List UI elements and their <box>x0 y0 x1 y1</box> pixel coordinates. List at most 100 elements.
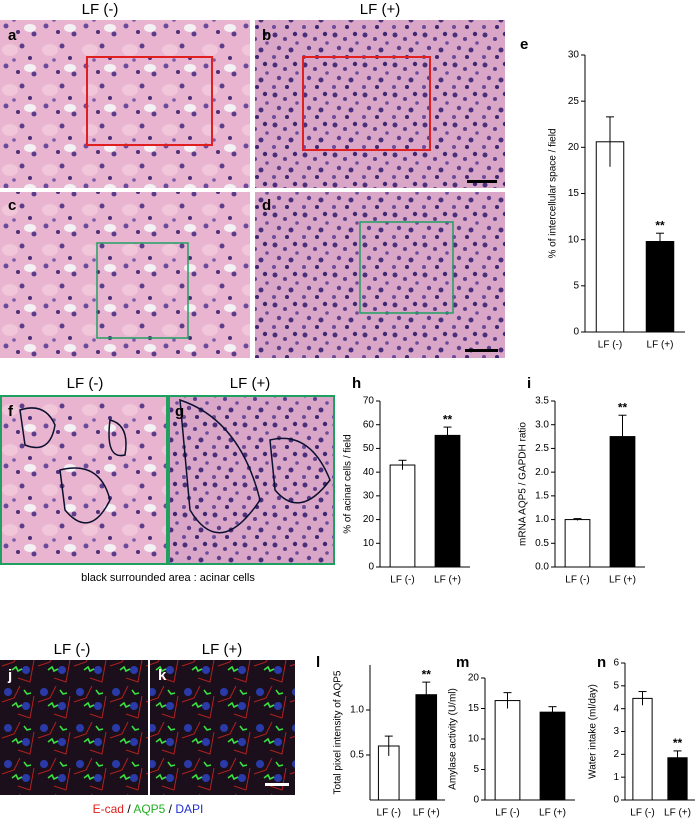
y-tick-label: 0 <box>613 795 619 806</box>
panel-letter: a <box>8 27 17 44</box>
y-axis-label: % of intercellular space / field <box>548 128 559 258</box>
x-tick-label: LF (+) <box>434 575 461 586</box>
y-tick-label: 0 <box>473 795 479 806</box>
y-axis-label: Total pixel intensity of AQP5 <box>333 670 344 794</box>
stain-legend: E-cad / AQP5 / DAPI <box>93 802 204 816</box>
header: LF (+) <box>202 641 242 658</box>
x-tick-label: LF (-) <box>495 808 519 819</box>
panel-letter: h <box>352 375 361 392</box>
y-tick-label: 6 <box>613 658 619 669</box>
zoom-box <box>96 242 189 339</box>
bar <box>539 711 566 801</box>
image-c <box>0 192 250 358</box>
y-tick-label: 5 <box>473 764 479 775</box>
caption: black surrounded area : acinar cells <box>81 572 255 584</box>
bar <box>494 700 521 801</box>
y-tick-label: 70 <box>363 396 375 407</box>
stain: DAPI <box>175 802 203 816</box>
y-tick-label: 3.0 <box>535 419 549 430</box>
panel-letter: m <box>456 654 469 671</box>
x-tick-label: LF (+) <box>664 808 691 819</box>
y-tick-label: 15 <box>568 188 580 199</box>
y-tick-label: 20 <box>568 142 580 153</box>
y-tick-label: 0 <box>368 562 374 573</box>
image-f <box>0 395 168 565</box>
separator: / <box>165 802 175 816</box>
header: LF (+) <box>230 375 270 392</box>
x-tick-label: LF (+) <box>539 808 566 819</box>
x-tick-label: LF (-) <box>377 808 401 819</box>
y-tick-label: 1.0 <box>535 514 549 525</box>
y-tick-label: 4 <box>613 703 619 714</box>
panel-letter: g <box>175 403 184 420</box>
y-axis-label: Water intake (ml/day) <box>588 684 599 779</box>
y-tick-label: 0.5 <box>350 750 364 761</box>
stain: E-cad <box>93 802 124 816</box>
image-a <box>0 20 250 188</box>
y-tick-label: 30 <box>568 50 580 61</box>
y-tick-label: 2 <box>613 749 619 760</box>
y-axis-label: mRNA AQP5 / GAPDH ratio <box>518 422 529 546</box>
y-tick-label: 3.5 <box>535 396 549 407</box>
panel-letter: n <box>597 654 606 671</box>
scale-bar <box>465 349 498 352</box>
y-tick-label: 1.5 <box>535 490 549 501</box>
zoom-box <box>86 56 213 146</box>
y-axis-label: % of acinar cells / field <box>343 434 354 534</box>
y-tick-label: 20 <box>363 514 375 525</box>
x-tick-label: LF (+) <box>647 340 674 351</box>
panel-letter: l <box>316 654 320 671</box>
bar <box>645 241 675 333</box>
significance: ** <box>655 218 665 232</box>
x-tick-label: LF (-) <box>630 808 654 819</box>
y-tick-label: 10 <box>468 734 480 745</box>
y-tick-label: 40 <box>363 467 375 478</box>
scale-bar <box>467 180 497 183</box>
panel-letter: j <box>7 667 12 684</box>
image-k <box>150 660 295 795</box>
header: LF (-) <box>67 375 104 392</box>
y-axis-label: Amylase activity (U/ml) <box>448 688 459 790</box>
zoom-box <box>302 56 431 151</box>
x-tick-label: LF (+) <box>609 575 636 586</box>
bar <box>609 436 636 568</box>
header: LF (-) <box>54 641 91 658</box>
acinar-outline <box>19 398 331 534</box>
y-tick-label: 50 <box>363 443 375 454</box>
separator: / <box>124 802 133 816</box>
image-d <box>255 192 505 358</box>
panel-letter: e <box>520 36 528 53</box>
y-tick-label: 30 <box>363 490 375 501</box>
significance: ** <box>443 412 453 426</box>
y-tick-label: 5 <box>573 280 579 291</box>
stain: AQP5 <box>133 802 165 816</box>
zoom-box <box>359 221 454 314</box>
y-tick-label: 10 <box>363 538 375 549</box>
bar <box>434 434 461 568</box>
x-tick-label: LF (-) <box>598 340 622 351</box>
x-tick-label: LF (-) <box>565 575 589 586</box>
y-tick-label: 1.0 <box>350 705 364 716</box>
significance: ** <box>673 736 683 750</box>
bar <box>564 519 591 568</box>
significance: ** <box>422 667 432 681</box>
image-panels <box>0 20 505 795</box>
image-b <box>255 20 505 188</box>
panel-letter: i <box>527 375 531 392</box>
image-g <box>168 395 335 565</box>
y-tick-label: 10 <box>568 234 580 245</box>
y-tick-label: 2.5 <box>535 443 549 454</box>
y-tick-label: 1 <box>613 772 619 783</box>
y-tick-label: 2.0 <box>535 467 549 478</box>
image-j <box>0 660 148 795</box>
x-tick-label: LF (-) <box>390 575 414 586</box>
bar <box>595 141 625 333</box>
y-tick-label: 0.0 <box>535 562 549 573</box>
panel-letter: k <box>158 667 167 684</box>
significance: ** <box>618 400 628 414</box>
y-tick-label: 25 <box>568 96 580 107</box>
y-tick-label: 0 <box>573 327 579 338</box>
y-tick-label: 20 <box>468 673 480 684</box>
y-tick-label: 5 <box>613 680 619 691</box>
